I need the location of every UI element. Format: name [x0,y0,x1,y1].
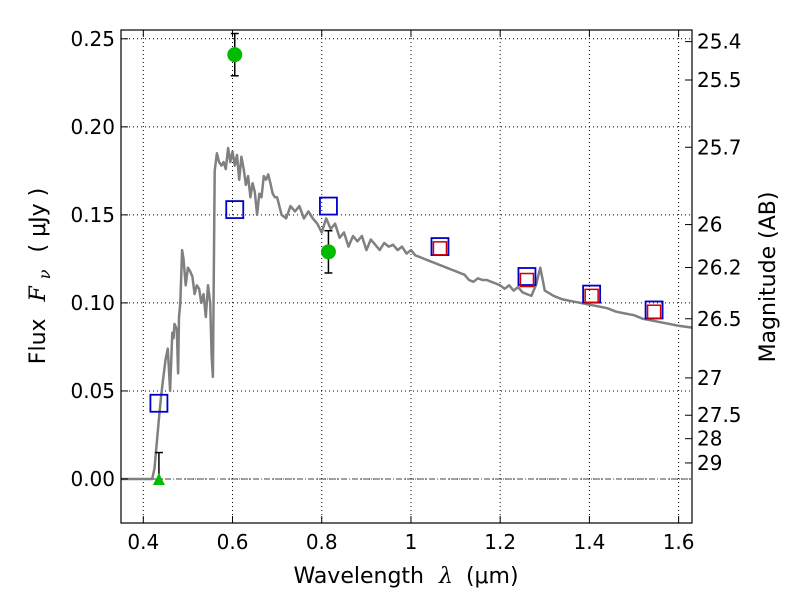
y-tick-label: 0.25 [70,27,115,51]
x-tick-label: 0.4 [127,530,159,554]
x-tick-label: 1.2 [484,530,516,554]
plot-area-border [120,29,693,524]
x-tick-label: 1.4 [573,530,605,554]
y-axis-flux-subscript: ν [35,269,54,279]
x-axis-label-prefix: Wavelength [293,564,424,589]
predicted-nir-square [646,304,662,319]
y2-tick-label: 26 [697,213,722,237]
predicted-nir-square [584,288,599,304]
y2-tick-label: 25.4 [697,30,742,54]
predicted-nir-square [432,241,448,256]
x-axis-lambda-symbol: λ [438,564,453,589]
x-axis-unit: (μm) [466,564,519,589]
y-tick-label: 0.10 [70,291,115,315]
y-axis-flux-symbol: F [26,285,51,302]
y2-tick-label: 29 [697,451,722,475]
x-tick-label: 1 [405,530,418,554]
model-photometry-square [319,196,338,216]
x-axis-label: Wavelength λ (μm) [293,564,518,589]
y2-tick-label: 25.5 [697,68,742,92]
y-axis-label: Flux F ν ( μJy ) [26,188,56,364]
sed-model-series [121,146,693,481]
y-axis-label-prefix: Flux [26,318,51,364]
y2-tick-label: 27 [697,366,722,390]
axes-frame [120,29,693,524]
y-axis-unit: ( μJy ) [26,188,51,253]
x-tick-label: 0.8 [306,530,338,554]
sed-model-line [121,146,693,481]
y2-tick-label: 26.2 [697,256,742,280]
x-tick-label: 1.6 [663,530,695,554]
model-photometry-square [517,267,537,286]
y2-tick-label: 26.5 [697,307,742,331]
predicted-nir-square [519,272,535,288]
marker-layer [149,32,664,485]
y-tick-label: 0.15 [70,203,115,227]
detection-circle-marker [320,244,336,260]
y-tick-label: 0.20 [70,115,115,139]
model-photometry-square [149,393,169,413]
grid-lines [121,30,692,523]
upper-limit-triangle-marker [152,472,165,485]
secondary-y-axis-label: Magnitude (AB) [756,192,781,363]
y-tick-label: 0.00 [70,467,115,491]
tick-labels: 0.4 0.6 0.8 1 1.2 1.4 1.6 0.00 0.05 0.10 0.15 0.20 0… [70,27,741,554]
y-tick-label: 0.05 [70,379,115,403]
y2-tick-label: 28 [697,427,722,451]
model-photometry-square [225,200,245,219]
tick-marks [121,30,692,523]
x-tick-label: 0.6 [217,530,249,554]
detection-circle-marker [227,47,243,63]
y2-tick-label: 25.7 [697,135,742,159]
y2-tick-label: 27.5 [697,403,742,427]
